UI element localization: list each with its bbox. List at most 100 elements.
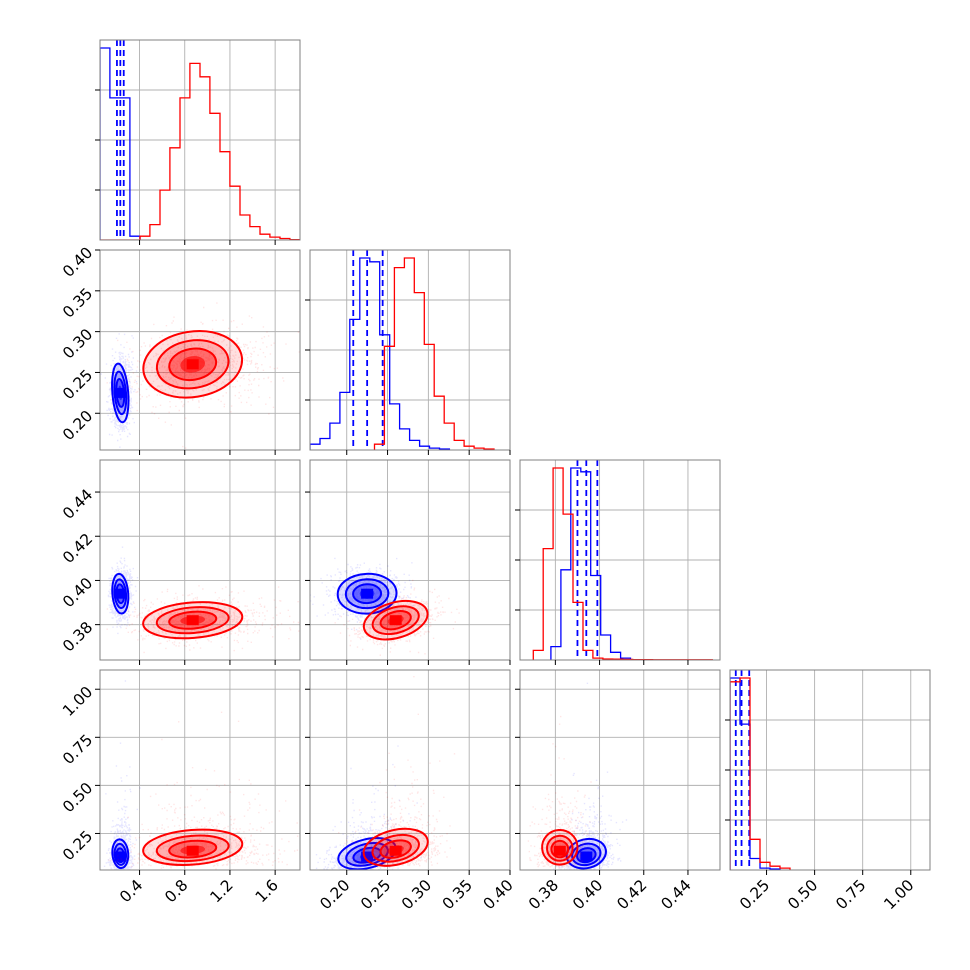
contour-line bbox=[352, 583, 383, 605]
hist-panel-p1 bbox=[95, 39, 301, 245]
panel-content bbox=[527, 682, 628, 870]
y-tick-label: 0.20 bbox=[59, 407, 96, 444]
scatter-points-series-2 bbox=[106, 302, 300, 449]
panel-content bbox=[315, 676, 456, 870]
contour-line bbox=[371, 833, 420, 863]
y-tick-label: 1.00 bbox=[59, 683, 96, 720]
panel-frame bbox=[99, 459, 301, 661]
scatter-points-series-2 bbox=[108, 711, 299, 870]
x-tick-label: 0.44 bbox=[658, 876, 695, 913]
x-tick-label: 0.4 bbox=[116, 876, 146, 906]
contour-line bbox=[546, 834, 574, 862]
x-tick-label: 1.2 bbox=[207, 876, 237, 906]
contour-line bbox=[371, 605, 420, 636]
contour-line bbox=[142, 828, 244, 866]
x-tick-label: 0.50 bbox=[784, 876, 821, 913]
x-tick-label: 0.25 bbox=[736, 876, 773, 913]
x-tick-label: 0.20 bbox=[316, 876, 353, 913]
scatter-panel-p2-p4 bbox=[305, 669, 511, 875]
panel-frame bbox=[309, 459, 511, 661]
density-peak bbox=[361, 588, 374, 599]
scatter-panel-p1-p4 bbox=[95, 669, 301, 875]
histogram-step-series-2 bbox=[532, 467, 713, 660]
density-peak bbox=[186, 845, 199, 856]
y-tick-label: 0.25 bbox=[59, 827, 96, 864]
hist-panel-p3 bbox=[515, 459, 721, 665]
contour-line bbox=[155, 606, 230, 635]
contour-line bbox=[379, 839, 412, 859]
contour-line bbox=[111, 362, 130, 424]
histogram-step-series-1 bbox=[730, 677, 781, 870]
scatter-panel-p2-p3 bbox=[305, 459, 511, 665]
contour-line bbox=[541, 828, 579, 866]
y-tick-label: 0.40 bbox=[59, 244, 96, 281]
y-tick-label: 0.25 bbox=[59, 366, 96, 403]
panel-content bbox=[730, 670, 791, 870]
x-tick-label: 0.40 bbox=[569, 876, 606, 913]
panel-content bbox=[310, 250, 495, 450]
contour-line bbox=[155, 834, 230, 863]
panel-content bbox=[100, 40, 300, 240]
histogram-step-series-1 bbox=[100, 47, 141, 240]
histogram-step-series-2 bbox=[730, 677, 791, 870]
x-tick-label: 0.8 bbox=[161, 876, 191, 906]
contour-line bbox=[142, 601, 244, 640]
y-tick-label: 0.50 bbox=[59, 779, 96, 816]
panel-frame bbox=[99, 669, 301, 871]
x-tick-label: 0.42 bbox=[613, 876, 650, 913]
contour-line bbox=[550, 839, 570, 859]
contour-line bbox=[168, 347, 218, 382]
x-tick-label: 0.40 bbox=[480, 876, 517, 913]
histogram-step-series-1 bbox=[310, 257, 451, 450]
density-peak bbox=[389, 615, 402, 626]
panel-frame bbox=[309, 669, 511, 871]
scatter-points-series-1 bbox=[103, 680, 141, 870]
panel-frame bbox=[99, 249, 301, 451]
contour-line bbox=[142, 330, 244, 399]
contour-line bbox=[111, 838, 130, 870]
y-tick-label: 0.38 bbox=[59, 618, 96, 655]
density-peak bbox=[389, 845, 402, 856]
hist-panel-p4 bbox=[725, 669, 931, 875]
y-tick-label: 0.30 bbox=[59, 325, 96, 362]
contour-line bbox=[155, 339, 230, 390]
contour-line bbox=[344, 578, 390, 610]
x-tick-label: 1.6 bbox=[252, 876, 282, 906]
contour-line bbox=[379, 610, 412, 631]
contour-line bbox=[168, 839, 218, 859]
contour-line bbox=[362, 599, 429, 641]
contour-line bbox=[576, 847, 597, 864]
density-peak bbox=[114, 851, 127, 862]
density-peak bbox=[186, 359, 199, 370]
density-peak bbox=[580, 851, 593, 862]
x-tick-label: 1.00 bbox=[880, 876, 917, 913]
scatter-panel-p3-p4 bbox=[515, 669, 721, 875]
x-tick-label: 0.38 bbox=[525, 876, 562, 913]
y-tick-label: 0.40 bbox=[59, 574, 96, 611]
x-tick-label: 0.25 bbox=[357, 876, 394, 913]
scatter-points-series-2 bbox=[106, 585, 300, 654]
x-tick-label: 0.35 bbox=[439, 876, 476, 913]
contour-line bbox=[168, 610, 218, 630]
histogram-step-series-1 bbox=[550, 467, 632, 660]
panel-content bbox=[103, 680, 299, 870]
density-peak bbox=[114, 588, 127, 599]
contour-line bbox=[111, 572, 130, 615]
scatter-panel-p1-p3 bbox=[95, 459, 301, 665]
contour-line bbox=[345, 842, 389, 867]
scatter-panel-p1-p2 bbox=[95, 249, 301, 455]
panel-content bbox=[100, 302, 300, 449]
histogram-step-series-2 bbox=[100, 62, 300, 240]
contour-line bbox=[362, 827, 429, 867]
panel-content bbox=[106, 546, 300, 654]
hist-panel-p2 bbox=[305, 249, 511, 455]
x-tick-label: 0.75 bbox=[832, 876, 869, 913]
density-peak bbox=[361, 851, 374, 862]
contour-line bbox=[336, 572, 398, 615]
y-tick-label: 0.35 bbox=[59, 284, 96, 321]
histogram-step-series-2 bbox=[373, 257, 495, 450]
density-peak bbox=[553, 845, 566, 856]
density-peak bbox=[186, 615, 199, 626]
x-tick-label: 0.30 bbox=[398, 876, 435, 913]
